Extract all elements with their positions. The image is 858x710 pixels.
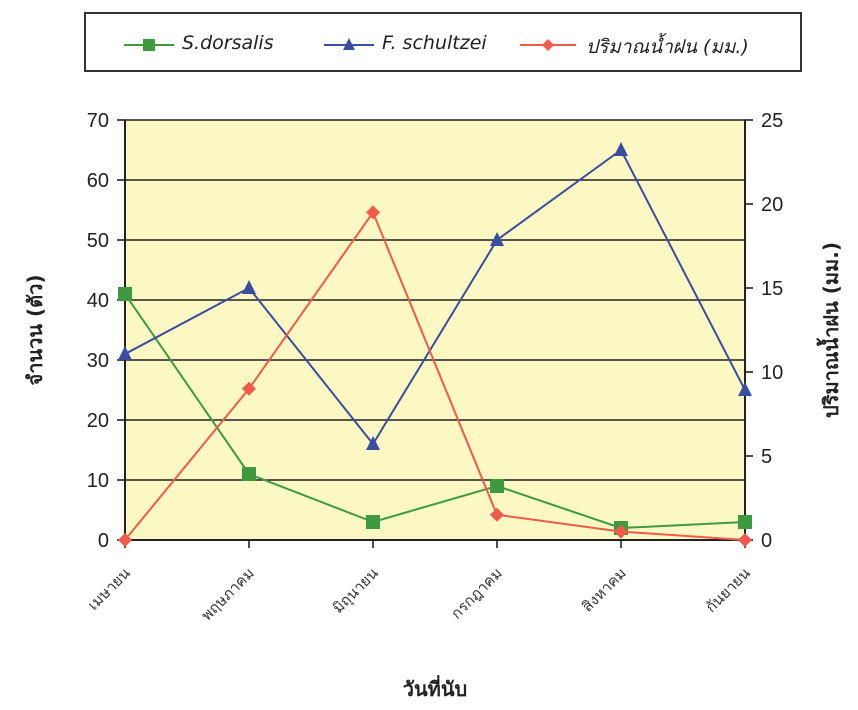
legend-marker-s-dorsalis: [143, 39, 155, 51]
legend: S.dorsalis F. schultzei ปริมาณน้ำฝน (มม.…: [84, 12, 802, 72]
x-tick-label: กรกฎาคม: [447, 564, 505, 622]
data-point-triangle: [738, 382, 752, 396]
data-point-square: [242, 467, 256, 481]
legend-label-rainfall: ปริมาณน้ำฝน (มม.): [586, 36, 749, 58]
data-point-triangle: [118, 346, 132, 360]
series-line-1: [124, 148, 746, 446]
y2-tick-label: 5: [761, 446, 772, 468]
y-tick-label: 50: [87, 230, 109, 252]
plot-area: [125, 120, 745, 540]
y-axis-label: จำนวน (ตัว): [23, 275, 47, 386]
x-tick-label: มิถุนายน: [329, 564, 383, 618]
x-tick-label: สิงหาคม: [578, 564, 629, 615]
y2-tick-label: 20: [761, 194, 783, 216]
y2-axis-label: ปริมาณน้ำฝน (มม.): [816, 242, 843, 418]
y2-tick-label: 25: [761, 110, 783, 132]
data-point-triangle: [366, 436, 380, 450]
data-point-diamond: [614, 524, 628, 539]
data-point-square: [738, 515, 752, 529]
y-tick-label: 40: [87, 290, 109, 312]
legend-marker-f-schultzei: [343, 38, 355, 50]
y-tick-label: 30: [87, 350, 109, 372]
data-point-diamond: [490, 507, 504, 522]
x-tick-label: กันยายน: [702, 564, 754, 616]
y-tick-label: 0: [98, 530, 109, 552]
data-point-triangle: [490, 232, 504, 246]
y-tick-label: 10: [87, 470, 109, 492]
y2-tick-label: 0: [761, 530, 772, 552]
data-point-diamond: [366, 205, 380, 220]
legend-marker-rainfall: [542, 39, 554, 51]
data-point-square: [118, 287, 132, 301]
x-tick-label: เมษายน: [84, 564, 134, 614]
data-point-triangle: [614, 142, 628, 156]
series-line-0: [124, 293, 746, 530]
y2-tick-label: 15: [761, 278, 783, 300]
legend-label-f-schultzei: F. schultzei: [382, 32, 487, 54]
y-tick-label: 20: [87, 410, 109, 432]
series-line-2: [124, 210, 746, 541]
data-point-diamond: [118, 533, 132, 547]
y-tick-label: 70: [87, 110, 109, 132]
y2-tick-label: 10: [761, 362, 783, 384]
y-tick-label: 60: [87, 170, 109, 192]
data-point-triangle: [242, 280, 256, 294]
x-axis-label: วันที่นับ: [403, 674, 467, 701]
legend-label-s-dorsalis: S.dorsalis: [182, 32, 274, 54]
x-tick-label: พฤษภาคม: [198, 564, 258, 624]
data-point-square: [490, 479, 504, 493]
data-point-diamond: [738, 533, 752, 547]
data-point-diamond: [242, 381, 256, 396]
data-point-square: [366, 515, 380, 529]
